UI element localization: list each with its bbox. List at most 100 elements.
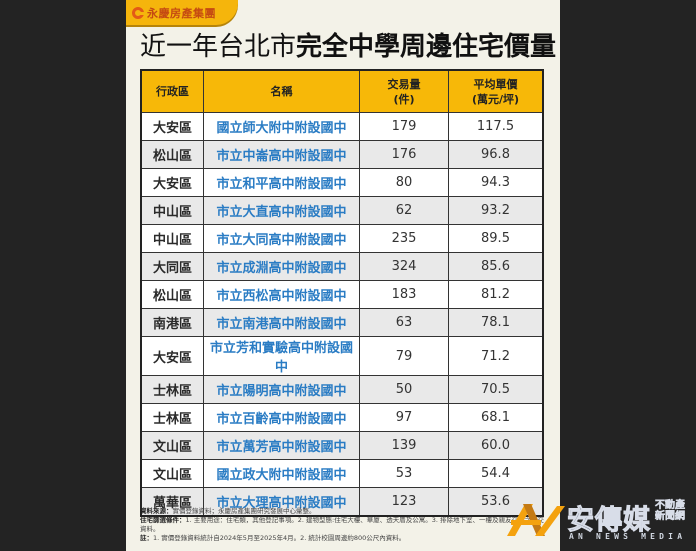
cell-price: 78.1	[448, 308, 544, 337]
watermark-subtitle: 不動產新聞網	[655, 500, 686, 523]
header-price-label: 平均單價	[473, 77, 518, 91]
table-row: 大同區 市立成淵高中附設國中 324 85.6	[140, 252, 544, 281]
table-row: 文山區 市立萬芳高中附設國中 139 60.0	[140, 431, 544, 460]
footnotes: 資料來源：實價登錄資料；永慶房產集團研究發展中心彙整。 住宅篩選條件：1. 主要…	[140, 507, 550, 543]
cell-price: 94.3	[448, 168, 544, 197]
cell-school: 市立百齡高中附設國中	[203, 403, 360, 432]
cell-price: 60.0	[448, 431, 544, 460]
cell-price: 68.1	[448, 403, 544, 432]
infographic-panel: 永慶房產集團 近一年台北市完全中學周邊住宅價量 行政區 名稱 交易量 (件) 平均…	[126, 0, 560, 551]
cell-volume: 183	[359, 280, 449, 309]
cell-volume: 139	[359, 431, 449, 460]
cell-volume: 123	[359, 487, 449, 517]
cell-price: 85.6	[448, 252, 544, 281]
table-row: 大安區 市立芳和實驗高中附設國中 79 71.2	[140, 336, 544, 376]
header-price-unit: (萬元/坪)	[471, 92, 520, 106]
cell-volume: 80	[359, 168, 449, 197]
cell-price: 71.2	[448, 336, 544, 376]
cell-school: 市立大同高中附設國中	[203, 224, 360, 253]
header-school: 名稱	[203, 69, 360, 113]
table-header-row: 行政區 名稱 交易量 (件) 平均單價 (萬元/坪)	[140, 69, 544, 113]
cell-district: 士林區	[140, 375, 204, 404]
cell-volume: 176	[359, 140, 449, 169]
title-light: 近一年台北市	[140, 32, 297, 62]
cell-volume: 79	[359, 336, 449, 376]
cell-district: 大同區	[140, 252, 204, 281]
note-criteria: 住宅篩選條件：1. 主要用途：住宅類，其他登記事項。2. 建物型態:住宅大樓、華…	[140, 516, 550, 534]
table-row: 中山區 市立大同高中附設國中 235 89.5	[140, 224, 544, 253]
cell-price: 81.2	[448, 280, 544, 309]
header-volume-label: 交易量	[387, 77, 421, 91]
table-row: 萬華區 市立大理高中附設國中 123 53.6	[140, 487, 544, 517]
cell-volume: 62	[359, 196, 449, 225]
cell-district: 中山區	[140, 224, 204, 253]
cell-school: 市立和平高中附設國中	[203, 168, 360, 197]
cell-school: 市立大直高中附設國中	[203, 196, 360, 225]
table-row: 南港區 市立南港高中附設國中 63 78.1	[140, 308, 544, 337]
cell-volume: 235	[359, 224, 449, 253]
header-price: 平均單價 (萬元/坪)	[448, 69, 544, 113]
cell-district: 南港區	[140, 308, 204, 337]
cell-school: 國立政大附中附設國中	[203, 459, 360, 488]
brand-logo-icon	[132, 6, 144, 19]
cell-volume: 50	[359, 375, 449, 404]
header-volume: 交易量 (件)	[359, 69, 449, 113]
cell-school: 市立萬芳高中附設國中	[203, 431, 360, 460]
cell-volume: 53	[359, 459, 449, 488]
watermark-name: 安傳媒	[567, 505, 651, 537]
table-row: 松山區 市立西松高中附設國中 183 81.2	[140, 280, 544, 309]
cell-district: 大安區	[140, 112, 204, 141]
header-volume-unit: (件)	[393, 92, 415, 106]
note-source-text: 實價登錄資料；永慶房產集團研究發展中心彙整。	[172, 507, 316, 515]
cell-volume: 63	[359, 308, 449, 337]
cell-volume: 97	[359, 403, 449, 432]
cell-school: 市立成淵高中附設國中	[203, 252, 360, 281]
brand-name: 永慶房產集團	[147, 6, 216, 20]
cell-district: 士林區	[140, 403, 204, 432]
table-row: 中山區 市立大直高中附設國中 62 93.2	[140, 196, 544, 225]
header-district: 行政區	[140, 69, 204, 113]
price-volume-table: 行政區 名稱 交易量 (件) 平均單價 (萬元/坪) 大安區 國立師大附中附設國中 17…	[140, 69, 544, 517]
table-row: 士林區 市立陽明高中附設國中 50 70.5	[140, 375, 544, 404]
watermark: 安傳媒 不動產新聞網 AN NEWS MEDIA	[505, 494, 696, 551]
note-source-label: 資料來源：	[140, 507, 173, 515]
table-row: 士林區 市立百齡高中附設國中 97 68.1	[140, 403, 544, 432]
note-remark-label: 註：	[140, 534, 153, 542]
cell-district: 大安區	[140, 168, 204, 197]
title-bold: 完全中學周邊住宅價量	[296, 32, 557, 62]
note-source: 資料來源：實價登錄資料；永慶房產集團研究發展中心彙整。	[140, 507, 550, 516]
cell-price: 117.5	[448, 112, 544, 141]
cell-district: 文山區	[140, 459, 204, 488]
cell-price: 53.6	[448, 487, 544, 517]
cell-district: 松山區	[140, 140, 204, 169]
note-remark: 註：1. 實價登錄資料統計自2024年5月至2025年4月。2. 統計校園周邊約…	[140, 534, 550, 543]
cell-school: 市立南港高中附設國中	[203, 308, 360, 337]
cell-district: 文山區	[140, 431, 204, 460]
table-row: 松山區 市立中崙高中附設國中 176 96.8	[140, 140, 544, 169]
cell-district: 中山區	[140, 196, 204, 225]
table-row: 文山區 國立政大附中附設國中 53 54.4	[140, 459, 544, 488]
cell-price: 70.5	[448, 375, 544, 404]
cell-volume: 179	[359, 112, 449, 141]
an-news-logo-icon	[507, 504, 565, 536]
cell-school: 市立西松高中附設國中	[203, 280, 360, 309]
note-remark-text: 1. 實價登錄資料統計自2024年5月至2025年4月。2. 統計校園周邊約80…	[153, 534, 406, 542]
note-criteria-text: 1. 主要用途：住宅類，其他登記事項。2. 建物型態:住宅大樓、華廈、透天厝及公…	[140, 516, 544, 533]
cell-volume: 324	[359, 252, 449, 281]
cell-school: 國立師大附中附設國中	[203, 112, 360, 141]
cell-district: 松山區	[140, 280, 204, 309]
table-row: 大安區 國立師大附中附設國中 179 117.5	[140, 112, 544, 141]
brand-tab: 永慶房產集團	[126, 0, 238, 25]
cell-price: 89.5	[448, 224, 544, 253]
cell-price: 54.4	[448, 459, 544, 488]
cell-school: 市立中崙高中附設國中	[203, 140, 360, 169]
note-criteria-label: 住宅篩選條件：	[140, 516, 186, 524]
watermark-english: AN NEWS MEDIA	[569, 532, 687, 541]
cell-price: 96.8	[448, 140, 544, 169]
cell-school: 市立芳和實驗高中附設國中	[203, 336, 360, 376]
cell-district: 萬華區	[140, 487, 204, 517]
cell-district: 大安區	[140, 336, 204, 376]
cell-price: 93.2	[448, 196, 544, 225]
table-row: 大安區 市立和平高中附設國中 80 94.3	[140, 168, 544, 197]
cell-school: 市立陽明高中附設國中	[203, 375, 360, 404]
